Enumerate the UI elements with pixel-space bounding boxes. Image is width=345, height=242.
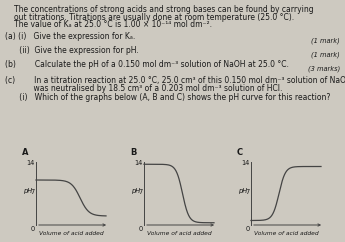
- Text: C: C: [237, 148, 243, 157]
- Text: 7: 7: [31, 189, 35, 195]
- Text: Volume of acid added: Volume of acid added: [147, 231, 211, 236]
- Text: 14: 14: [27, 160, 35, 166]
- Text: 7: 7: [246, 189, 250, 195]
- Text: 7: 7: [139, 189, 143, 195]
- Text: 14: 14: [135, 160, 143, 166]
- Text: 0: 0: [139, 226, 143, 232]
- Text: pH: pH: [131, 188, 140, 194]
- Text: out titrations. Titrations are usually done at room temperature (25.0 °C).: out titrations. Titrations are usually d…: [14, 13, 294, 22]
- Text: was neutralised by 18.5 cm³ of a 0.203 mol dm⁻³ solution of HCl.: was neutralised by 18.5 cm³ of a 0.203 m…: [5, 84, 282, 93]
- Text: pH: pH: [23, 188, 32, 194]
- Text: (3 marks): (3 marks): [308, 66, 340, 73]
- Text: The concentrations of strong acids and strong bases can be found by carrying: The concentrations of strong acids and s…: [14, 5, 314, 14]
- Text: (c)        In a titration reaction at 25.0 °C, 25.0 cm³ of this 0.150 mol dm⁻³ s: (c) In a titration reaction at 25.0 °C, …: [5, 76, 345, 85]
- Text: 0: 0: [31, 226, 35, 232]
- Text: pH: pH: [238, 188, 247, 194]
- Text: B: B: [130, 148, 136, 157]
- Text: 14: 14: [241, 160, 250, 166]
- Text: (i)   Which of the graphs below (A, B and C) shows the pH curve for this reactio: (i) Which of the graphs below (A, B and …: [5, 93, 331, 102]
- Text: (ii)  Give the expression for pH.: (ii) Give the expression for pH.: [5, 46, 139, 55]
- Text: Volume of acid added: Volume of acid added: [254, 231, 318, 236]
- Text: (a) (i)   Give the expression for Kₐ.: (a) (i) Give the expression for Kₐ.: [5, 32, 135, 41]
- Text: 0: 0: [246, 226, 250, 232]
- Text: Volume of acid added: Volume of acid added: [39, 231, 103, 236]
- Text: (b)        Calculate the pH of a 0.150 mol dm⁻³ solution of NaOH at 25.0 °C.: (b) Calculate the pH of a 0.150 mol dm⁻³…: [5, 60, 289, 69]
- Text: (1 mark): (1 mark): [311, 52, 340, 59]
- Text: (1 mark): (1 mark): [311, 38, 340, 45]
- Text: The value of Kₐ at 25.0 °C is 1.00 × 10⁻¹⁴ mol dm⁻².: The value of Kₐ at 25.0 °C is 1.00 × 10⁻…: [14, 20, 212, 29]
- Text: A: A: [22, 148, 29, 157]
